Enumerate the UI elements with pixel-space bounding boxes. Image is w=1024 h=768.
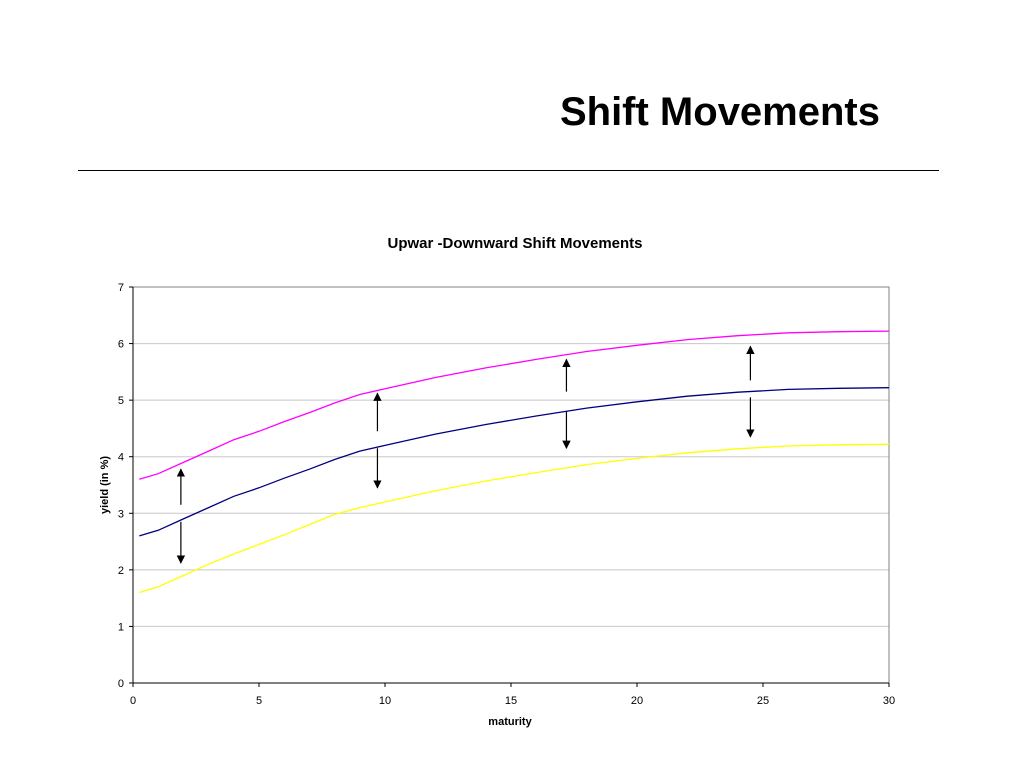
- x-tick-label: 5: [256, 695, 262, 707]
- series-lines: [139, 330, 890, 594]
- chart-title: Upwar -Downward Shift Movements: [387, 235, 642, 252]
- y-tick-label: 1: [118, 621, 124, 633]
- series-line-3: [139, 443, 890, 594]
- x-tick-label: 30: [883, 695, 895, 707]
- gridlines: [133, 343, 889, 627]
- x-axis-label: maturity: [488, 716, 532, 728]
- y-tick-label: 5: [118, 395, 124, 407]
- y-tick-label: 3: [118, 508, 124, 520]
- series-line-2: [139, 387, 890, 537]
- x-tick-label: 25: [757, 695, 769, 707]
- slide-title: Shift Movements: [559, 90, 880, 134]
- y-axis-label: yield (in %): [99, 456, 111, 514]
- shift-arrows: [176, 345, 755, 564]
- x-tick-label: 0: [130, 695, 136, 707]
- y-tick-label: 2: [118, 565, 124, 577]
- x-tick-label: 10: [379, 695, 391, 707]
- x-tick-label: 20: [631, 695, 643, 707]
- y-tick-label: 4: [118, 452, 124, 464]
- y-tick-label: 0: [118, 678, 124, 690]
- x-axis-ticks: 0 5 10 15 20 25 30: [130, 683, 895, 707]
- plot-area-frame: [132, 286, 890, 684]
- series-line-1: [139, 330, 890, 480]
- y-axis-ticks: 0 1 2 3 4 5 6 7: [118, 282, 133, 690]
- y-tick-label: 7: [118, 282, 124, 294]
- x-tick-label: 15: [505, 695, 517, 707]
- title-divider: [78, 170, 939, 171]
- y-tick-label: 6: [118, 339, 124, 351]
